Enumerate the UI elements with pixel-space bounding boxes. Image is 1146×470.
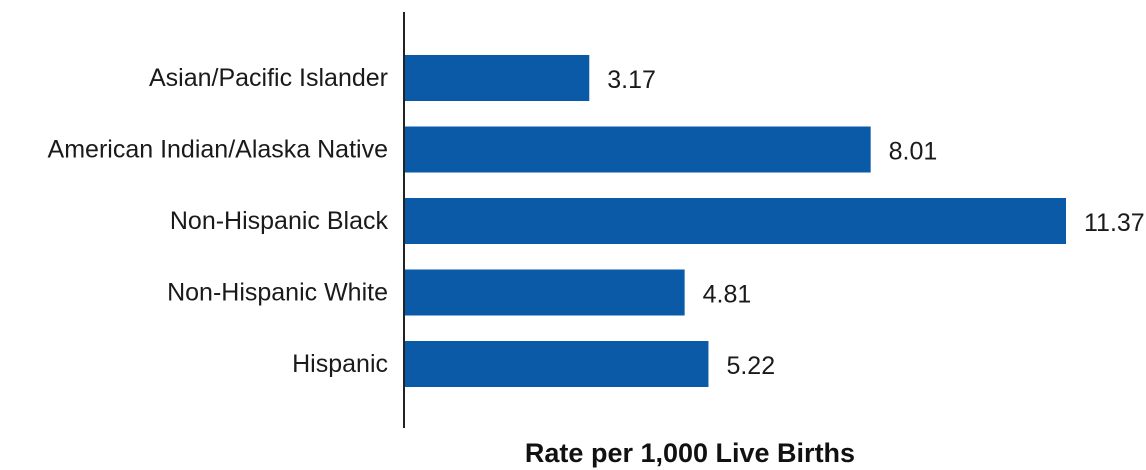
- category-tick-label: Asian/Pacific Islander: [149, 64, 388, 92]
- labels-layer: Asian/Pacific Islander 3.17 American India…: [48, 64, 1145, 380]
- x-axis-title: Rate per 1,000 Live Births: [525, 438, 855, 468]
- category-tick-label: American Indian/Alaska Native: [48, 136, 388, 164]
- bar: [405, 55, 590, 101]
- bar-value-label: 11.37: [1084, 209, 1145, 237]
- bar: [405, 126, 871, 173]
- category-tick-label: Non-Hispanic White: [167, 279, 388, 307]
- bar: [405, 198, 1066, 244]
- bar-value-label: 5.22: [726, 352, 775, 380]
- bars-layer: [405, 55, 1066, 387]
- bar: [405, 341, 709, 387]
- bar-value-label: 4.81: [703, 281, 752, 309]
- category-tick-label: Non-Hispanic Black: [170, 207, 389, 235]
- bar-value-label: 8.01: [889, 138, 938, 166]
- bar-value-label: 3.17: [607, 66, 656, 94]
- bar: [405, 269, 685, 316]
- category-tick-label: Hispanic: [292, 350, 388, 378]
